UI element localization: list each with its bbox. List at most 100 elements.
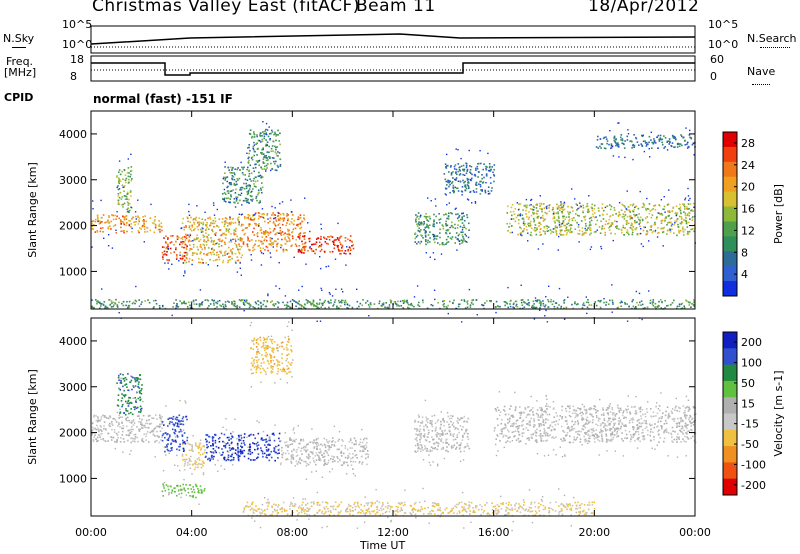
power-cell (589, 223, 591, 226)
power-cell (252, 249, 254, 252)
velocity-cell (268, 439, 270, 442)
power-cell (107, 226, 110, 228)
power-cell (529, 222, 531, 225)
power-cell (633, 146, 635, 148)
power-cell (188, 249, 191, 252)
power-cell (532, 211, 534, 214)
power-cell (328, 238, 331, 241)
power-cell (635, 214, 637, 216)
power-cell (539, 207, 541, 210)
power-cell (477, 163, 479, 165)
power-cell (240, 300, 242, 302)
power-cell (151, 222, 154, 224)
velocity-cell (285, 458, 287, 461)
power-cell (672, 137, 675, 139)
velocity-cell (277, 449, 280, 451)
power-cell (236, 304, 239, 307)
power-cell (393, 301, 396, 303)
power-cell (130, 179, 133, 182)
velocity-cell (134, 397, 136, 399)
power-cell (116, 305, 119, 307)
velocity-cell (271, 433, 274, 435)
power-cell (123, 218, 126, 221)
power-cell (684, 214, 687, 216)
power-cell (608, 227, 610, 229)
power-cell (564, 230, 566, 232)
velocity-cell (327, 445, 329, 447)
velocity-cell (199, 463, 202, 466)
velocity-cell (139, 392, 141, 394)
power-cell (115, 218, 117, 220)
velocity-cell (141, 437, 144, 440)
nsky-legend-line (12, 47, 26, 48)
power-cell (526, 303, 528, 305)
velocity-cell (137, 440, 139, 443)
velocity-cell (134, 377, 136, 379)
velocity-cell (134, 436, 137, 438)
power-cell (223, 197, 226, 200)
power-cell (649, 225, 652, 228)
velocity-cell (101, 433, 103, 435)
power-cell (618, 122, 620, 124)
power-cell (274, 169, 277, 171)
power-cell (154, 226, 157, 229)
power-cell (626, 320, 629, 322)
power-cell (639, 222, 641, 224)
power-cell (305, 245, 307, 248)
velocity-cell (135, 398, 137, 401)
power-cell (347, 307, 350, 310)
power-cell (229, 190, 232, 193)
power-cell (122, 230, 124, 232)
power-cell (290, 220, 292, 223)
power-cell (272, 303, 274, 306)
velocity-band (116, 373, 143, 431)
power-cell (238, 306, 241, 308)
power-cell (666, 233, 668, 235)
power-cell (252, 219, 254, 222)
velocity-cell (332, 458, 334, 461)
velocity-cell (212, 444, 214, 447)
power-cell (203, 240, 205, 242)
power-cell (586, 205, 589, 207)
power-cell (261, 140, 264, 143)
power-cell (516, 202, 518, 204)
power-cell (445, 229, 448, 232)
power-cell (212, 219, 215, 222)
velocity-cell (326, 451, 329, 454)
velocity-cell (326, 440, 329, 443)
velocity-cell (121, 434, 124, 436)
power-cell (587, 299, 589, 301)
power-cell (590, 229, 592, 232)
velocity-cell (179, 420, 181, 423)
power-cell (269, 240, 272, 243)
velocity-cell (160, 418, 162, 420)
power-cell (610, 143, 613, 145)
velocity-cell (103, 428, 105, 430)
power-cell (228, 301, 230, 303)
power-cell (449, 232, 451, 235)
power-cell (480, 180, 482, 183)
power-cell (321, 302, 323, 305)
power-cell (410, 302, 413, 305)
velocity-cell (285, 441, 288, 443)
power-cell (110, 228, 112, 230)
power-cell (660, 307, 662, 309)
power-cell (590, 206, 593, 209)
power-cell (530, 199, 532, 201)
power-cell (420, 241, 422, 243)
power-cell (679, 229, 682, 232)
power-cell (560, 206, 563, 208)
power-cell (207, 247, 210, 249)
power-cell (333, 303, 335, 306)
power-cell (644, 140, 646, 142)
velocity-cell (263, 361, 265, 364)
power-cell (123, 185, 126, 187)
power-cell (272, 242, 275, 244)
power-cell (534, 299, 537, 302)
power-cell (271, 242, 273, 244)
power-cell (544, 305, 546, 308)
velocity-cell (212, 442, 214, 445)
power-cell (257, 304, 260, 306)
power-cell (120, 230, 122, 233)
velocity-cell (261, 437, 263, 439)
